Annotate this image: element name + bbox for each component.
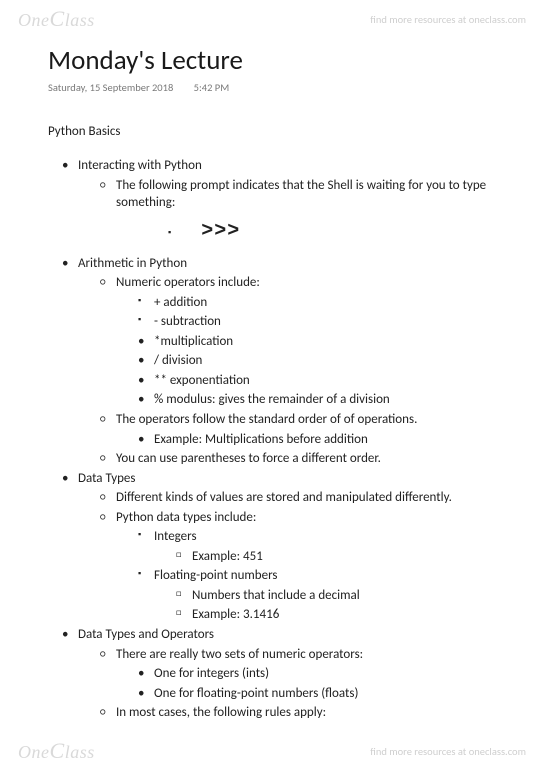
dt-int: Integers Example: 451 — [138, 528, 508, 565]
dt-int-ex: Example: 451 — [176, 548, 508, 566]
op-div: / division — [138, 352, 508, 370]
dtops-ints: One for integers (ints) — [138, 665, 508, 683]
topic-arithmetic: Arithmetic in Python Numeric operators i… — [62, 255, 508, 468]
op-add: + addition — [138, 294, 508, 312]
dt-float-desc: Numbers that include a decimal — [176, 587, 508, 605]
time-text: 5:42 PM — [194, 81, 230, 94]
document-page: Monday's Lecture Saturday, 15 September … — [0, 0, 544, 754]
op-mul: *multiplication — [138, 333, 508, 351]
brand-logo: OneClass — [18, 6, 95, 32]
outline-root: Interacting with Python The following pr… — [48, 157, 508, 722]
topic-datatypes: Data Types Different kinds of values are… — [62, 470, 508, 624]
topic-interacting: Interacting with Python The following pr… — [62, 157, 508, 245]
brand-logo-footer: OneClass — [18, 738, 95, 764]
bullet-square-icon: ▪ — [168, 227, 171, 239]
dtops-floats: One for floating-point numbers (floats) — [138, 685, 508, 703]
footer-link-text: find more resources at oneclass.com — [370, 745, 526, 758]
watermark-footer: OneClass find more resources at oneclass… — [0, 732, 544, 770]
arith-parens: You can use parentheses to force a diffe… — [100, 450, 508, 468]
date-text: Saturday, 15 September 2018 — [48, 81, 173, 94]
op-mod: % modulus: gives the remainder of a divi… — [138, 391, 508, 409]
op-sub: - subtraction — [138, 313, 508, 331]
page-meta: Saturday, 15 September 2018 5:42 PM — [48, 81, 508, 94]
arith-order: The operators follow the standard order … — [100, 411, 508, 448]
interacting-sub1: The following prompt indicates that the … — [100, 177, 508, 245]
page-title: Monday's Lecture — [48, 44, 508, 77]
header-link-text: find more resources at oneclass.com — [370, 13, 526, 26]
op-exp: ** exponentiation — [138, 372, 508, 390]
dt-include: Python data types include: Integers Exam… — [100, 509, 508, 624]
watermark-header: OneClass find more resources at oneclass… — [0, 0, 544, 38]
arith-order-example: Example: Multiplications before addition — [138, 431, 508, 449]
dtops-twosets: There are really two sets of numeric ope… — [100, 646, 508, 703]
shell-prompt: >>> — [201, 218, 240, 245]
dtops-rules: In most cases, the following rules apply… — [100, 704, 508, 722]
section-heading: Python Basics — [48, 124, 508, 139]
arith-ops-head: Numeric operators include: + addition - … — [100, 274, 508, 409]
topic-dt-ops: Data Types and Operators There are reall… — [62, 626, 508, 722]
dt-float-ex: Example: 3.1416 — [176, 606, 508, 624]
dt-float: Floating-point numbers Numbers that incl… — [138, 567, 508, 624]
dt-diff: Different kinds of values are stored and… — [100, 489, 508, 507]
